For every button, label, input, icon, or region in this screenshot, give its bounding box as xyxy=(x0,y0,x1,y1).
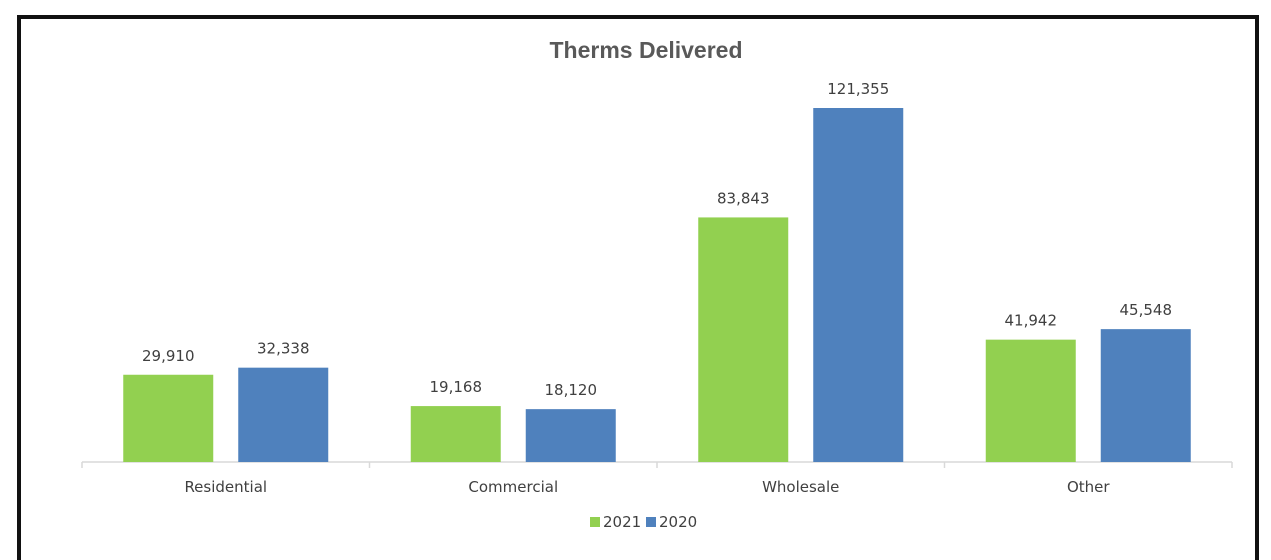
legend: 2021 2020 xyxy=(590,513,697,531)
x-tick-label: Commercial xyxy=(468,478,558,496)
bar-2021-residential xyxy=(123,374,214,462)
data-label: 18,120 xyxy=(545,381,598,399)
chart-marks: 29,910 32,338 Residential 19,168 18,120 Comme… xyxy=(81,80,1233,496)
x-tick-label: Residential xyxy=(184,478,267,496)
bar-2020-commercial xyxy=(525,409,616,462)
data-label: 121,355 xyxy=(827,80,889,98)
bar-2021-other xyxy=(985,339,1076,462)
data-label: 83,843 xyxy=(717,189,770,207)
x-tick-label: Wholesale xyxy=(762,478,839,496)
data-label: 29,910 xyxy=(142,347,195,365)
bar-2020-wholesale xyxy=(813,108,904,462)
data-label: 45,548 xyxy=(1120,301,1173,319)
data-label: 32,338 xyxy=(257,340,310,358)
legend-swatch xyxy=(590,517,600,527)
chart-title: Therms Delivered xyxy=(549,37,742,63)
bar-2021-commercial xyxy=(410,406,501,462)
bar-2020-residential xyxy=(238,367,329,462)
data-label: 19,168 xyxy=(430,378,483,396)
legend-label: 2020 xyxy=(659,513,697,531)
legend-label: 2021 xyxy=(603,513,641,531)
bar-2021-wholesale xyxy=(698,217,789,462)
bar-2020-other xyxy=(1100,329,1191,462)
x-tick-label: Other xyxy=(1067,478,1110,496)
chart-frame xyxy=(17,15,1259,560)
legend-swatch xyxy=(646,517,656,527)
data-label: 41,942 xyxy=(1005,312,1058,330)
